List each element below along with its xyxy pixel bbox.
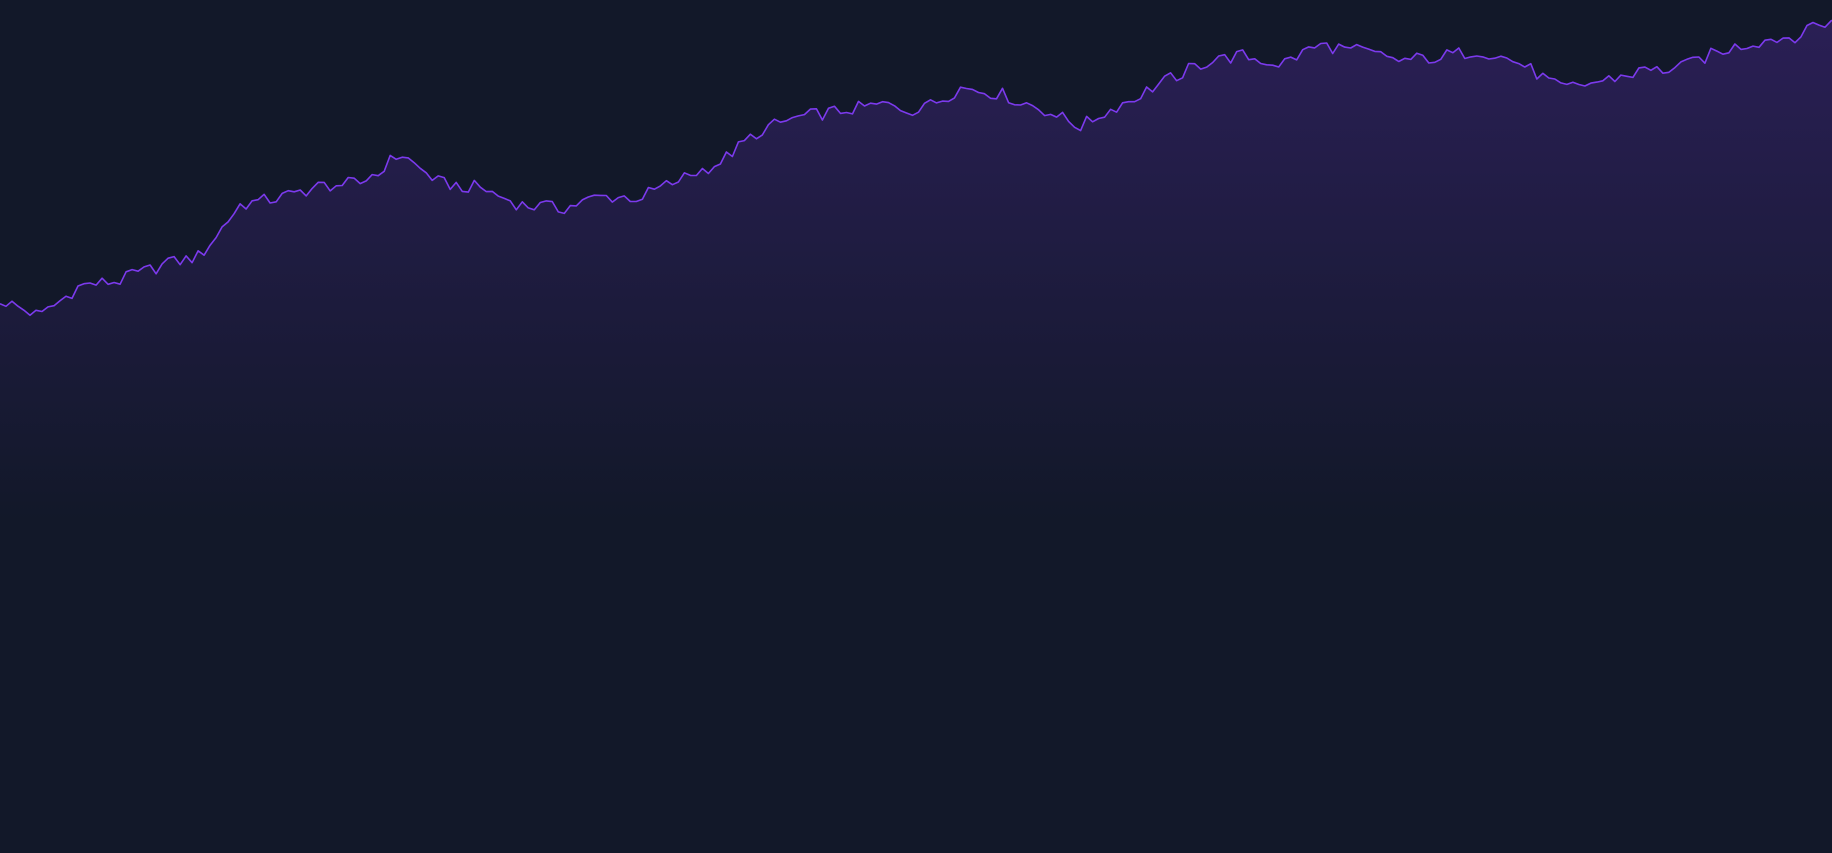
series-area-fill	[0, 20, 1832, 853]
series-line	[0, 19, 1832, 317]
